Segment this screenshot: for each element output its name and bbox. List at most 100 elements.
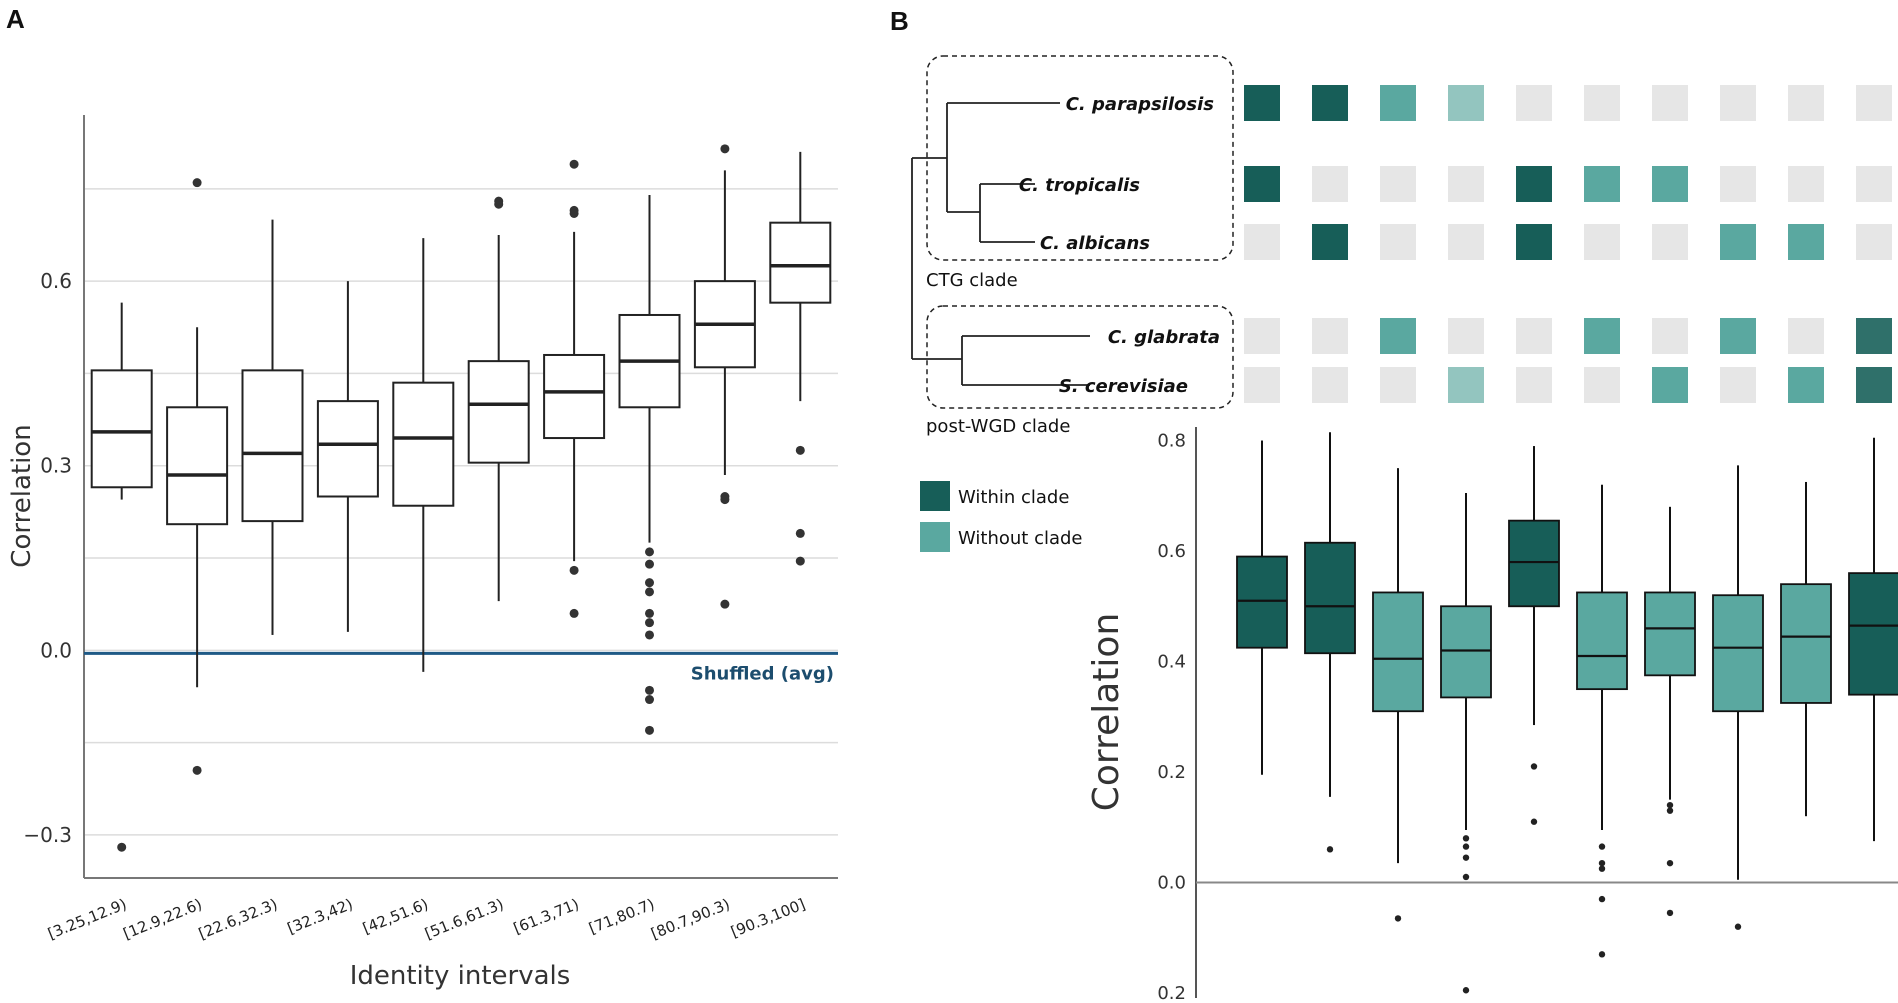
panel-b-box-10 — [1848, 437, 1898, 842]
matrix-cell — [1720, 224, 1756, 260]
matrix-cell — [1516, 224, 1552, 260]
outlier-point — [1666, 807, 1674, 814]
ctg-clade-box — [926, 55, 1234, 261]
panel-a-y-axis-title: Correlation — [7, 424, 37, 567]
matrix-cell — [1244, 318, 1280, 354]
outlier-point — [1734, 923, 1742, 930]
outlier-point — [645, 618, 654, 628]
species-label-c-tropicalis: C. tropicalis — [1019, 175, 1140, 196]
matrix-cell — [1380, 318, 1416, 354]
matrix-cell — [1448, 224, 1484, 260]
matrix-cell — [1516, 367, 1552, 403]
outlier-point — [1666, 909, 1674, 917]
matrix-cell — [1244, 85, 1280, 121]
iqr-box — [392, 381, 455, 507]
outlier-point — [569, 159, 579, 169]
panel-a-box-9 — [693, 144, 756, 609]
panel-b-boxes — [1236, 432, 1898, 994]
matrix-cell — [1720, 166, 1756, 202]
iqr-box — [241, 369, 304, 523]
outlier-point — [569, 565, 579, 575]
panel-a-x-tick-label: [80.7,90.3) — [648, 895, 732, 943]
outlier-point — [494, 199, 504, 209]
comparison-matrix — [1244, 85, 1892, 403]
species-label-c-glabrata: C. glabrata — [1108, 327, 1220, 348]
outlier-point — [1598, 865, 1606, 872]
panel-a-x-tick-label: [22.6,32.3) — [196, 895, 280, 943]
matrix-cell — [1788, 367, 1824, 403]
outlier-point — [192, 178, 202, 188]
panel-b-box-1 — [1236, 440, 1288, 775]
outlier-point — [1598, 859, 1606, 867]
legend-label-within: Within clade — [958, 487, 1069, 508]
outlier-point — [645, 630, 654, 640]
iqr-box — [1372, 591, 1424, 713]
panel-b-y-tick-label: 0.2 — [1157, 762, 1186, 783]
iqr-box — [1644, 591, 1696, 677]
iqr-box — [467, 360, 530, 464]
panel-b-y-tick-label: 0.6 — [1157, 541, 1186, 562]
panel-b-box-8 — [1712, 465, 1764, 930]
outlier-point — [1462, 987, 1470, 994]
ctg-clade-label: CTG clade — [926, 270, 1018, 291]
matrix-cell — [1312, 367, 1348, 403]
panel-b-box-4 — [1440, 493, 1492, 994]
outlier-point — [795, 556, 805, 566]
outlier-point — [1530, 818, 1538, 825]
iqr-box — [1236, 555, 1288, 649]
iqr-box — [90, 369, 153, 489]
matrix-cell — [1516, 85, 1552, 121]
matrix-cell — [1788, 224, 1824, 260]
panel-b-box-6 — [1576, 484, 1628, 958]
panel-a-x-tick-label: [32.3,42) — [285, 895, 356, 938]
iqr-box — [166, 406, 229, 526]
matrix-cell — [1584, 367, 1620, 403]
matrix-cell — [1244, 224, 1280, 260]
matrix-cell — [1516, 318, 1552, 354]
matrix-cell — [1380, 166, 1416, 202]
panel-a-x-tick-label: [90.3,100] — [728, 895, 808, 941]
outlier-point — [1462, 873, 1470, 881]
panel-a-x-tick-label: [51.6,61.3) — [422, 895, 506, 943]
panel-a-x-tick-label: [12.9,22.6) — [121, 895, 205, 943]
outlier-point — [1598, 951, 1606, 958]
panel-a-x-ticks: [3.25,12.9)[12.9,22.6)[22.6,32.3) [32.3,4… — [45, 895, 808, 943]
panel-a-box-5 — [392, 238, 455, 672]
matrix-cell — [1652, 166, 1688, 202]
matrix-cell — [1516, 166, 1552, 202]
panel-a-box-7 — [543, 159, 606, 618]
matrix-cell — [1856, 367, 1892, 403]
phylogenetic-tree: C. parapsilosis C. tropicalis C. albican… — [911, 55, 1234, 437]
iqr-box — [769, 221, 832, 304]
panel-a-axes — [83, 115, 838, 879]
matrix-cell — [1788, 318, 1824, 354]
matrix-cell — [1856, 318, 1892, 354]
outlier-point — [1598, 843, 1606, 850]
matrix-cell — [1448, 318, 1484, 354]
outlier-point — [192, 765, 202, 775]
panel-a-box-1 — [90, 302, 153, 852]
outlier-point — [795, 445, 805, 455]
iqr-box — [1848, 572, 1898, 696]
matrix-cell — [1584, 224, 1620, 260]
legend: Within clade Without clade — [920, 481, 1083, 552]
matrix-cell — [1584, 166, 1620, 202]
outlier-point — [1462, 835, 1470, 842]
matrix-cell — [1244, 166, 1280, 202]
outlier-point — [720, 144, 730, 154]
outlier-point — [645, 587, 654, 597]
panel-b-box-5 — [1508, 446, 1560, 825]
matrix-cell — [1380, 224, 1416, 260]
outlier-point — [645, 547, 654, 557]
iqr-box — [1440, 605, 1492, 699]
shuffled-average-label: Shuffled (avg) — [691, 663, 834, 684]
matrix-cell — [1856, 85, 1892, 121]
panel-a-chart: −0.3 0.0 0.3 0.6 Shuffled (avg) [3.25,12.9)… — [7, 115, 838, 991]
panel-b-y-tick-label: 0.0 — [1157, 873, 1186, 894]
legend-swatch-within — [920, 481, 950, 511]
matrix-cell — [1312, 224, 1348, 260]
panel-b-y-tick-label: 0.4 — [1157, 652, 1186, 673]
iqr-box — [543, 353, 606, 440]
panel-a-y-ticks: −0.3 0.0 0.3 0.6 — [23, 269, 72, 847]
